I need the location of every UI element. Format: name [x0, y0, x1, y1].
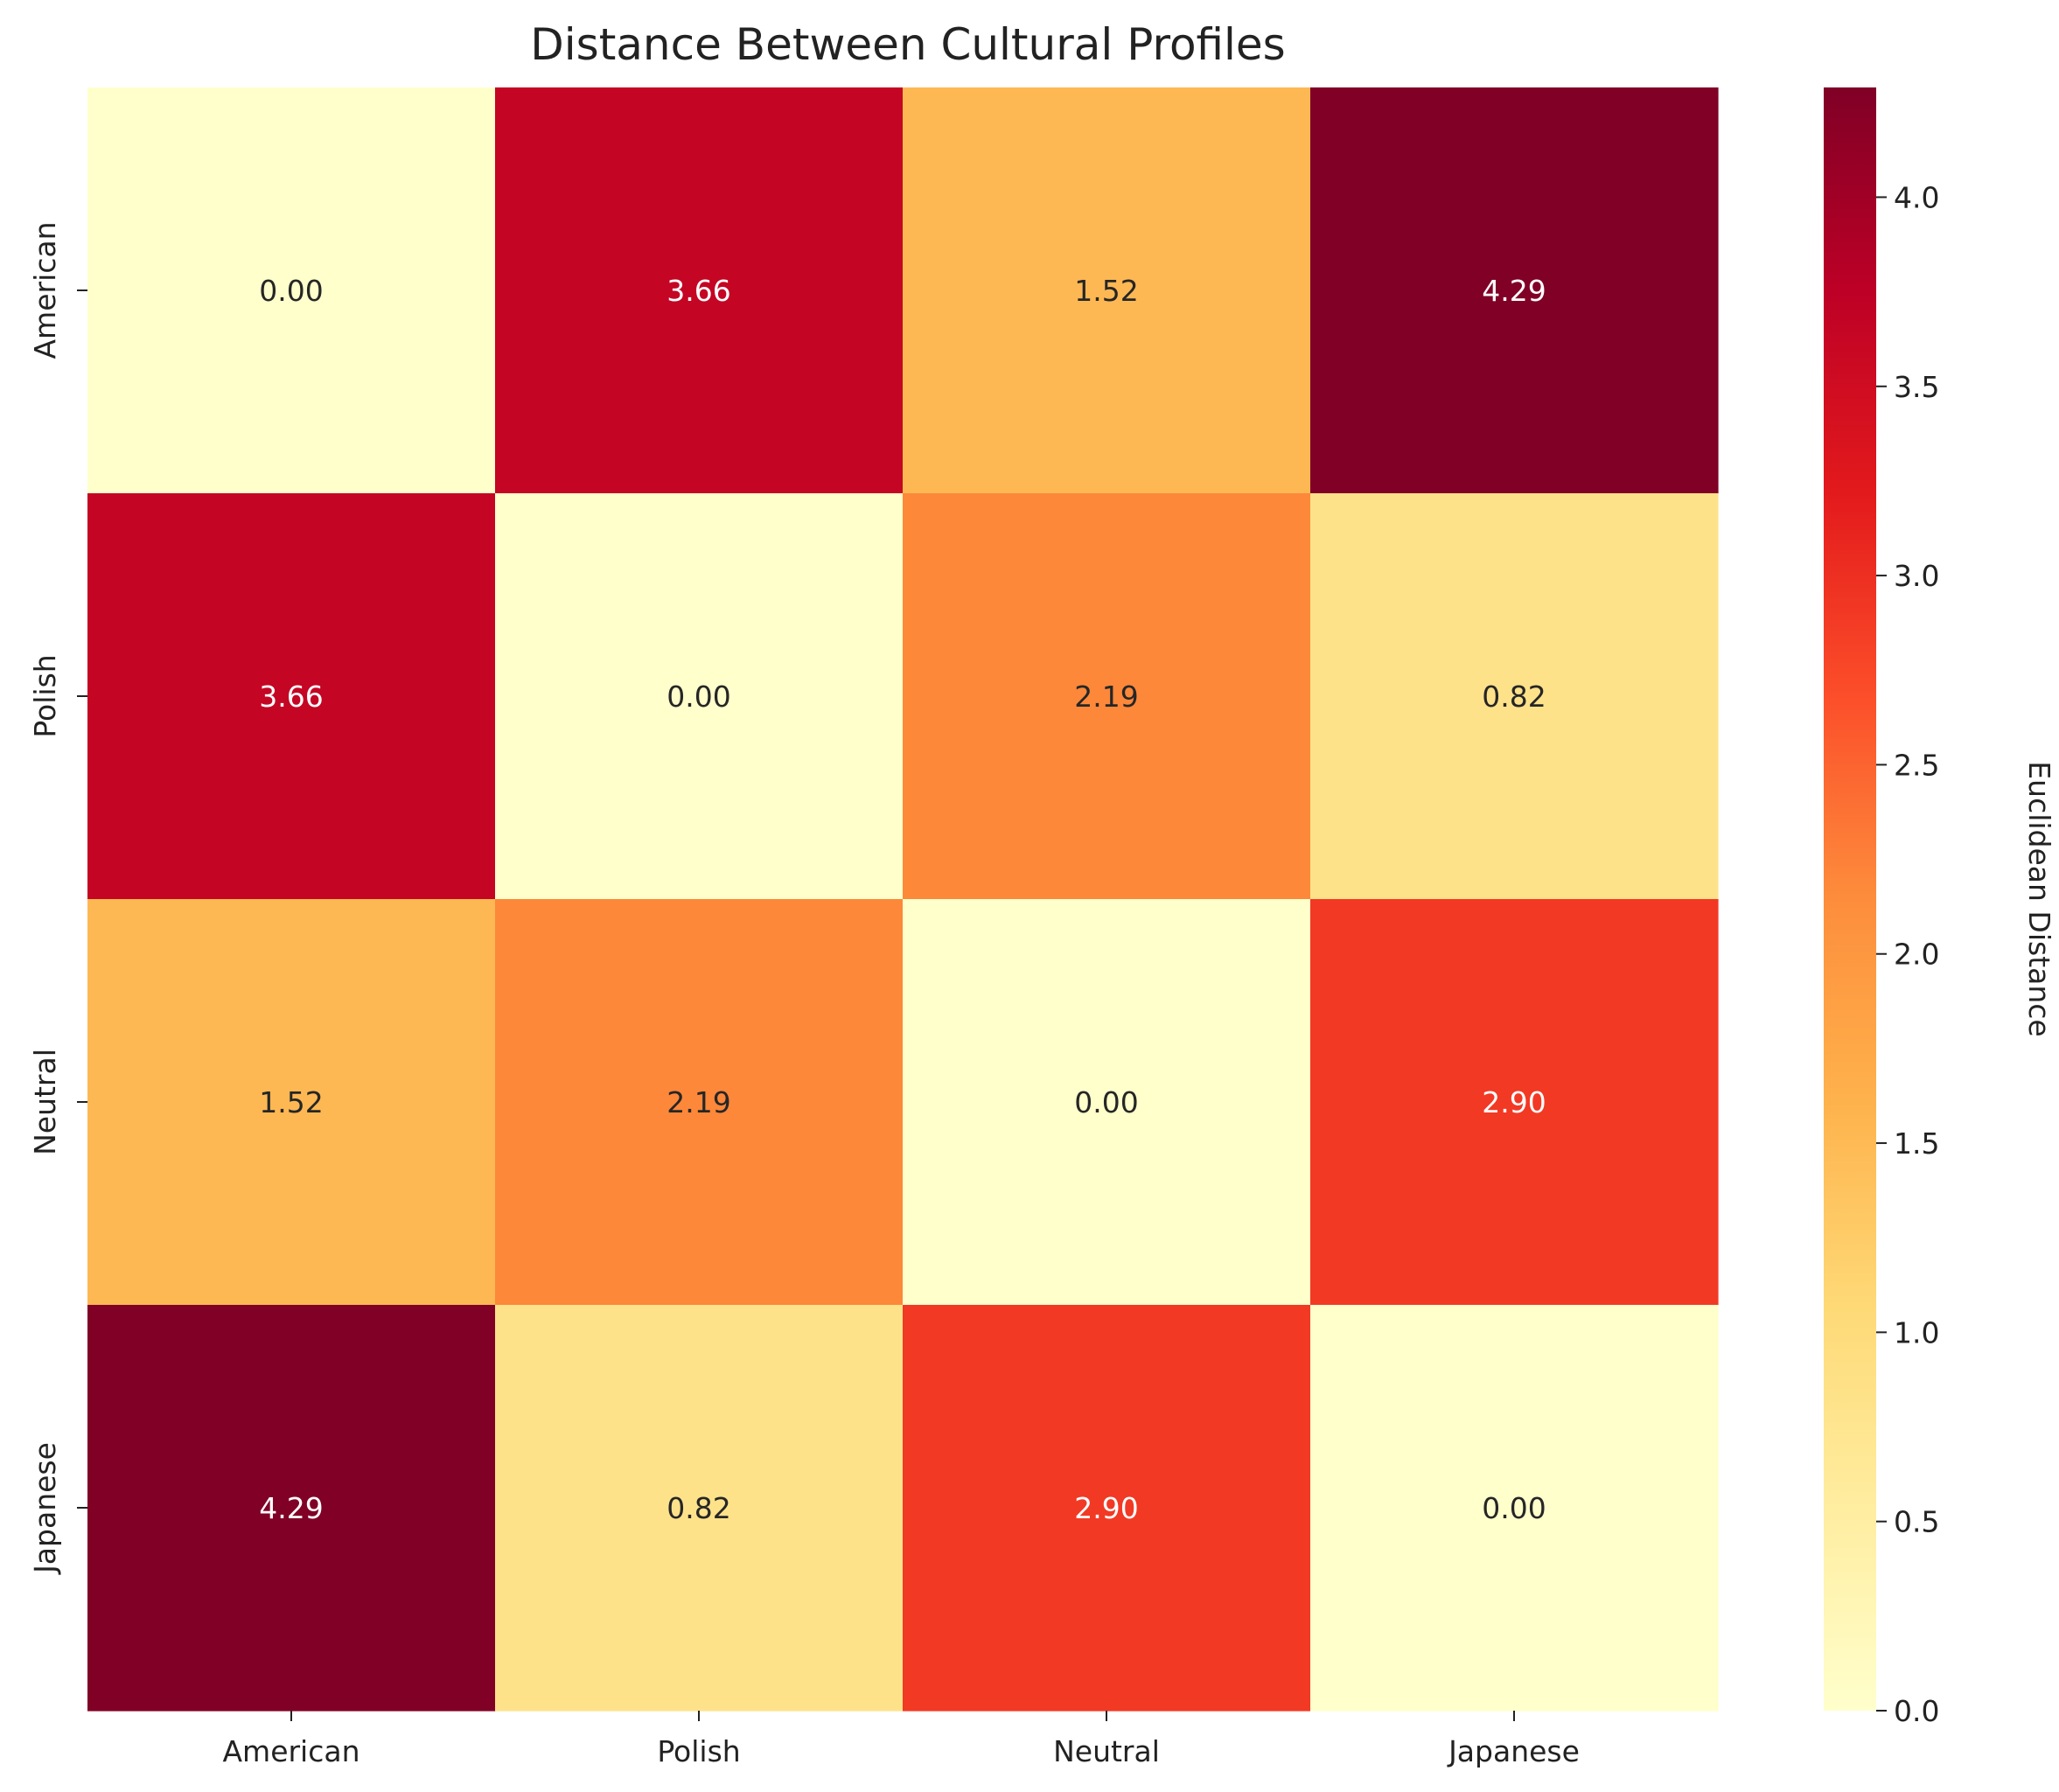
colorbar-tick-label: 1.0: [1894, 1315, 1939, 1349]
cell-value-label: 4.29: [259, 1491, 323, 1525]
colorbar-tick-label: 3.0: [1894, 559, 1939, 593]
cell-value-label: 1.52: [1074, 274, 1138, 308]
cell-value-label: 3.66: [259, 680, 323, 714]
heatmap-cell: [1310, 899, 1719, 1306]
x-tick-label: Japanese: [1447, 1734, 1580, 1768]
cell-value-label: 0.82: [667, 1491, 730, 1525]
heatmap-cell: [1310, 493, 1719, 900]
cell-value-label: 0.00: [259, 274, 323, 308]
cell-value-label: 2.19: [667, 1085, 730, 1119]
heatmap-cell: [87, 899, 496, 1306]
chart-title: Distance Between Cultural Profiles: [530, 19, 1285, 70]
cell-value-label: 0.82: [1482, 680, 1546, 714]
colorbar-tick-label: 2.0: [1894, 938, 1939, 972]
heatmap-cell: [87, 493, 496, 900]
colorbar-tick-label: 2.5: [1894, 748, 1939, 782]
colorbar-label: Euclidean Distance: [2022, 761, 2056, 1036]
cell-value-label: 4.29: [1482, 274, 1546, 308]
cell-value-label: 2.90: [1482, 1085, 1546, 1119]
heatmap-cell: [495, 1305, 904, 1712]
heatmap-cell: [495, 493, 904, 900]
y-tick-label: Japanese: [28, 1442, 62, 1575]
y-tick-label: American: [28, 221, 62, 359]
heatmap-cell: [903, 87, 1311, 494]
heatmap-cell-labels: 0.00 3.66 1.52 4.29 3.66 0.00 2.19 0.82 1.52 2.19…: [259, 274, 1546, 1525]
heatmap-cell: [903, 1305, 1311, 1712]
heatmap-cell: [87, 87, 496, 494]
colorbar-tick-label: 0.0: [1894, 1694, 1939, 1728]
x-tick-label: American: [222, 1734, 359, 1768]
heatmap-cell: [1310, 87, 1719, 494]
colorbar-tick-label: 4.0: [1894, 180, 1939, 214]
cell-value-label: 3.66: [667, 274, 730, 308]
cell-value-label: 1.52: [259, 1085, 323, 1119]
heatmap-cell: [495, 87, 904, 494]
y-tick-label: Polish: [28, 654, 62, 737]
heatmap-cell: [1310, 1305, 1719, 1712]
colorbar-tick-label: 3.5: [1894, 370, 1939, 404]
heatmap-cell: [87, 1305, 496, 1712]
colorbar: 0.0 0.5 1.0 1.5 2.0 2.5 3.0 3.5 4.0 Euclidean Di…: [1824, 87, 2056, 1728]
x-axis: American Polish Neutral Japanese: [222, 1711, 1580, 1768]
cell-value-label: 0.00: [667, 680, 730, 714]
heatmap-cells: [87, 87, 1719, 1712]
colorbar-ticks: 0.0 0.5 1.0 1.5 2.0 2.5 3.0 3.5 4.0: [1876, 180, 1939, 1728]
heatmap-cell: [903, 899, 1311, 1306]
y-tick-label: Neutral: [28, 1049, 62, 1155]
cell-value-label: 2.90: [1074, 1491, 1138, 1525]
heatmap-cell: [495, 899, 904, 1306]
x-tick-label: Neutral: [1053, 1734, 1160, 1768]
x-tick-label: Polish: [657, 1734, 740, 1768]
cell-value-label: 2.19: [1074, 680, 1138, 714]
colorbar-gradient: [1824, 87, 1876, 1711]
y-axis: American Polish Neutral Japanese: [28, 221, 87, 1575]
cell-value-label: 0.00: [1482, 1491, 1546, 1525]
heatmap-cell: [903, 493, 1311, 900]
cell-value-label: 0.00: [1074, 1085, 1138, 1119]
colorbar-tick-label: 0.5: [1894, 1505, 1939, 1539]
colorbar-tick-label: 1.5: [1894, 1126, 1939, 1161]
